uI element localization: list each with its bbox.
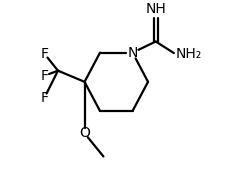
Text: F: F <box>41 69 49 83</box>
Text: O: O <box>79 126 90 140</box>
Text: F: F <box>41 47 49 61</box>
Text: N: N <box>127 46 138 60</box>
Text: NH₂: NH₂ <box>175 47 202 61</box>
Text: F: F <box>41 91 49 105</box>
Text: NH: NH <box>145 2 166 16</box>
